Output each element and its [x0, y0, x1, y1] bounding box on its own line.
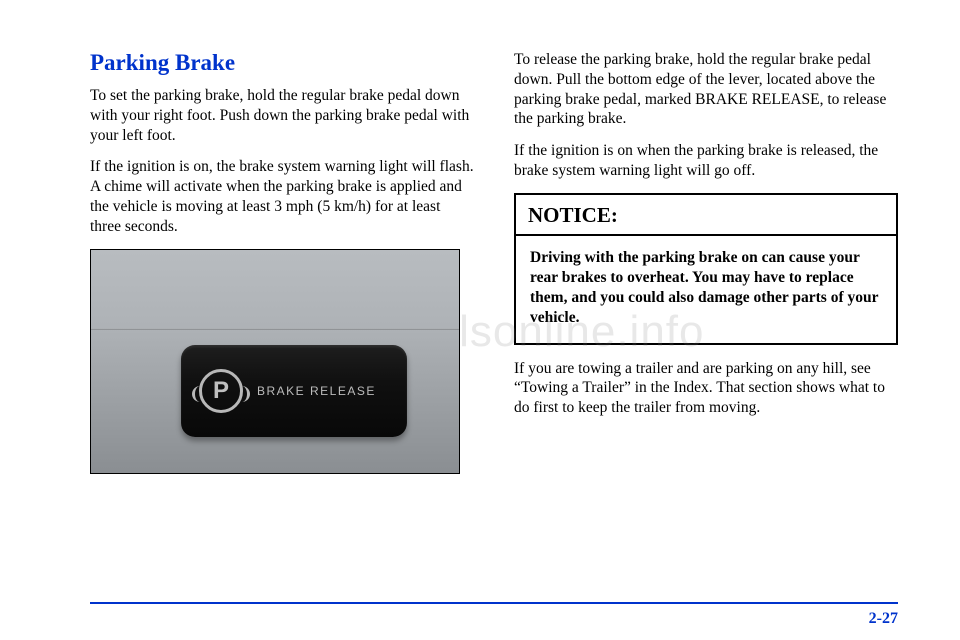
- lever-label: BRAKE RELEASE: [257, 384, 376, 398]
- left-column: Parking Brake To set the parking brake, …: [90, 50, 474, 474]
- brake-release-lever: P BRAKE RELEASE: [181, 345, 407, 437]
- paragraph: To set the parking brake, hold the regul…: [90, 86, 474, 145]
- footer-rule: [90, 602, 898, 604]
- brake-release-illustration: P BRAKE RELEASE: [90, 249, 460, 474]
- notice-box: NOTICE: Driving with the parking brake o…: [514, 193, 898, 345]
- page-number: 2-27: [869, 610, 898, 628]
- paragraph: To release the parking brake, hold the r…: [514, 50, 898, 129]
- manual-page: carmanualsonline.info Parking Brake To s…: [0, 0, 960, 640]
- notice-heading: NOTICE:: [516, 195, 896, 236]
- dashboard-edge: [91, 328, 459, 330]
- paragraph: If the ignition is on when the parking b…: [514, 141, 898, 181]
- parking-symbol-icon: P: [199, 369, 243, 413]
- two-column-layout: Parking Brake To set the parking brake, …: [90, 50, 898, 474]
- right-column: To release the parking brake, hold the r…: [514, 50, 898, 474]
- notice-body: Driving with the parking brake on can ca…: [516, 236, 896, 343]
- paragraph: If you are towing a trailer and are park…: [514, 359, 898, 418]
- parking-symbol-letter: P: [213, 379, 229, 403]
- paragraph: If the ignition is on, the brake system …: [90, 157, 474, 236]
- section-heading: Parking Brake: [90, 50, 474, 76]
